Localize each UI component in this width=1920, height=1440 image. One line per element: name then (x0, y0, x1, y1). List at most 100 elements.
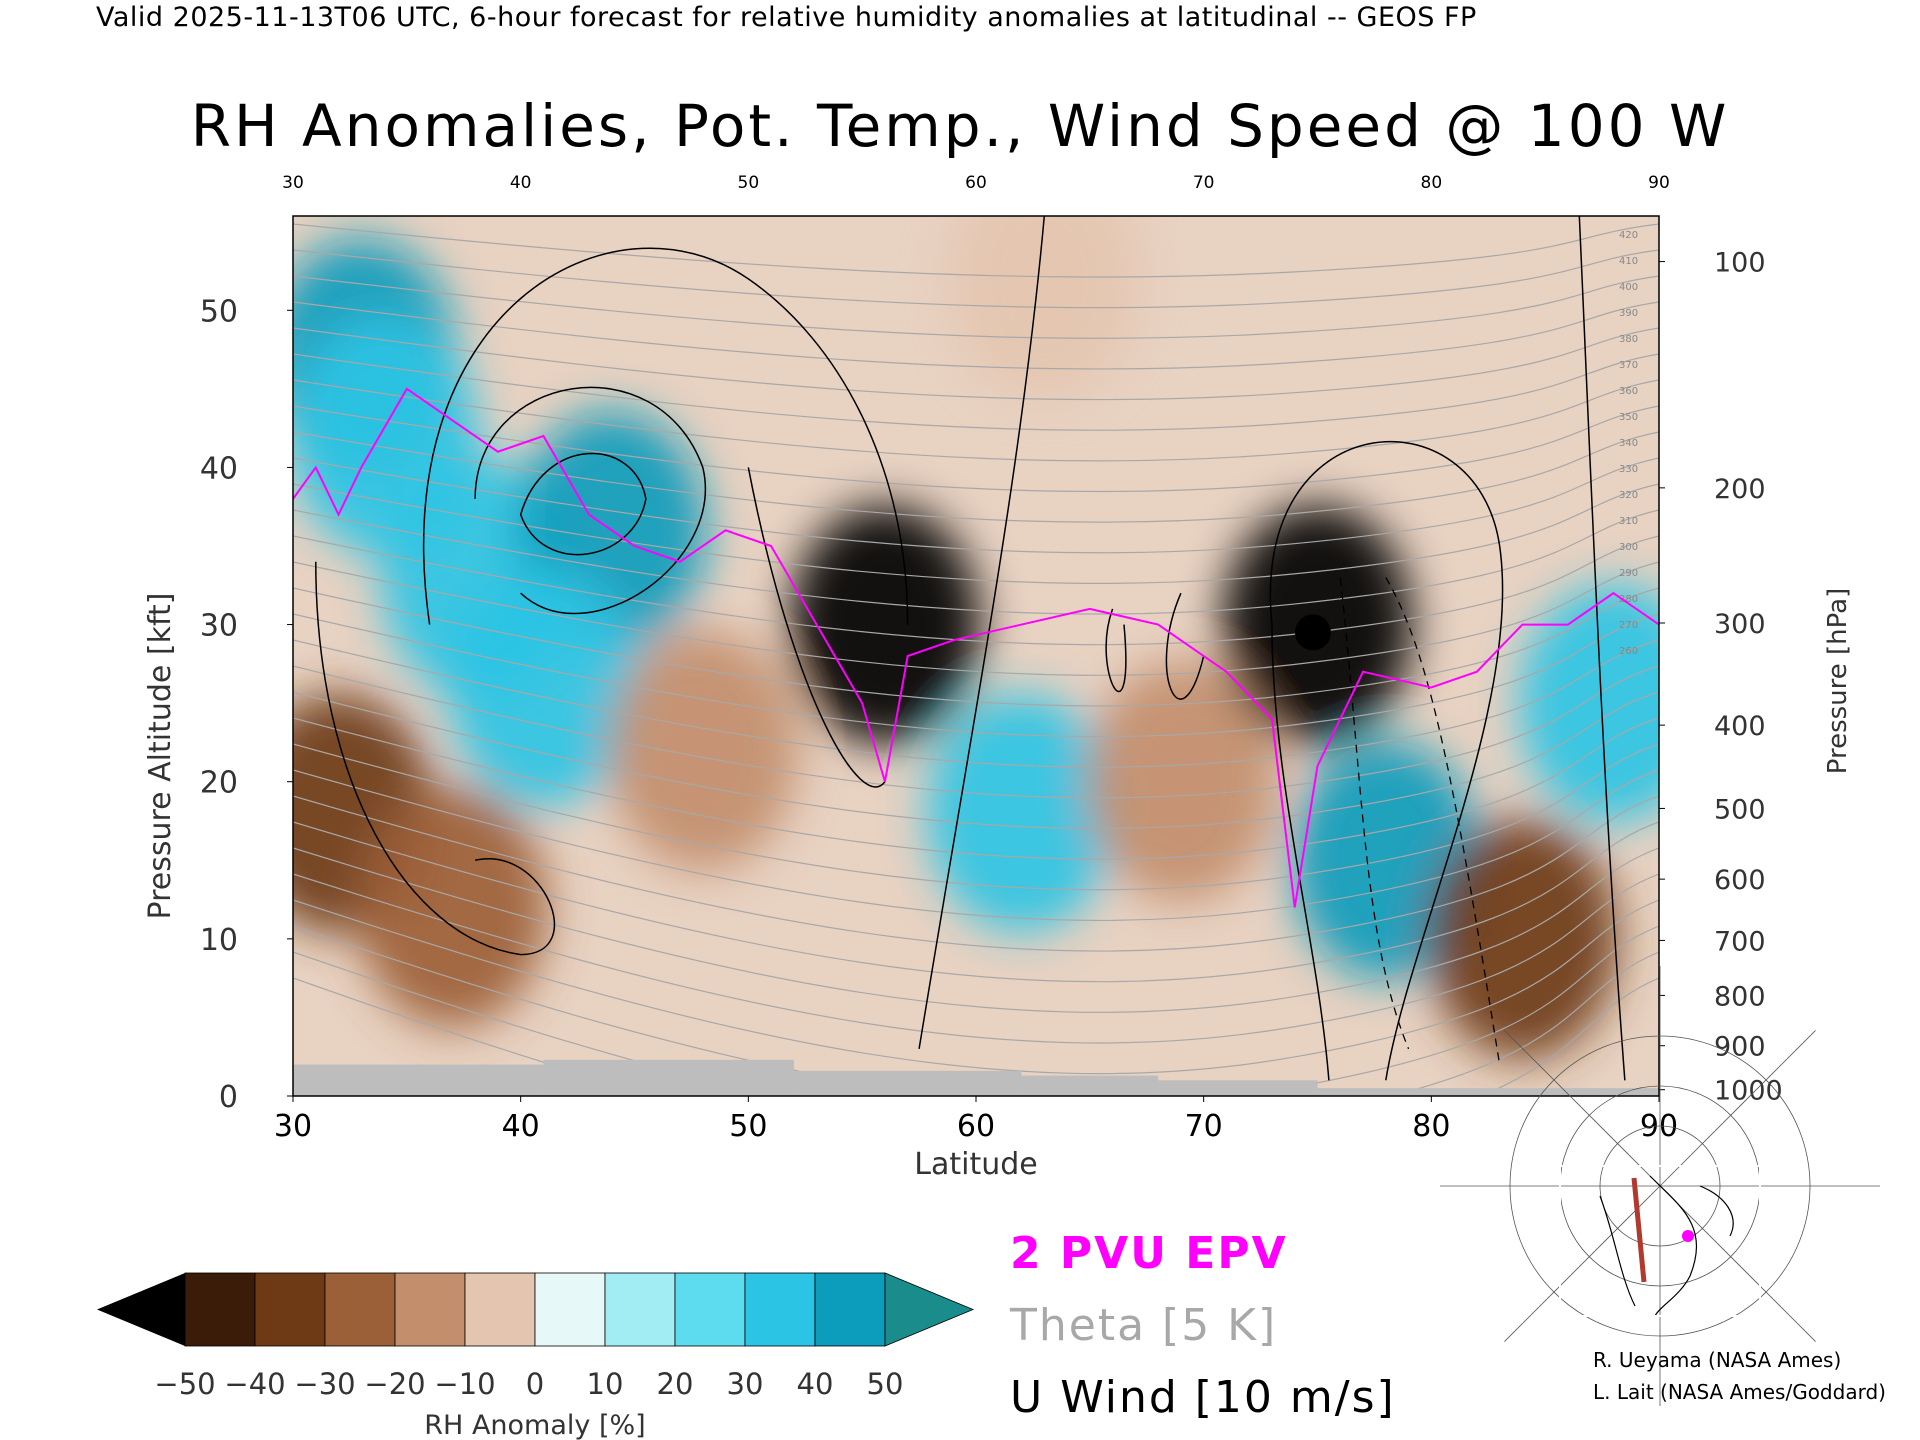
terrain-mask (293, 1059, 1659, 1096)
y-axis-tick-label: 30 (200, 609, 238, 644)
u-wind-contour-line (1269, 440, 1504, 1081)
pressure-tick-label: 800 (1714, 981, 1766, 1012)
theta-contour-label: 270 (1619, 620, 1638, 631)
colorbar-tick-label: 30 (727, 1367, 764, 1401)
theta-contour-line (293, 535, 1659, 646)
pressure-tick-label: 900 (1714, 1032, 1766, 1063)
u-wind-dashed-contour (1339, 577, 1410, 1050)
rh-anomaly-cell (607, 630, 798, 871)
top-axis-tick-label: 30 (282, 173, 304, 193)
u-wind-contour-line (1165, 592, 1205, 700)
top-axis-tick-label: 80 (1421, 173, 1443, 193)
colorbar-tick-label: 0 (526, 1367, 544, 1401)
theta-contour-line (293, 613, 1659, 738)
map-section-line (1631, 1177, 1647, 1283)
colorbar-label: RH Anomaly [%] (424, 1410, 645, 1440)
x-axis-tick-label: 40 (502, 1109, 540, 1144)
chart-title: RH Anomalies, Pot. Temp., Wind Speed @ 1… (190, 92, 1730, 160)
epv-2pvu-line (293, 387, 1659, 908)
u-wind-contour-line (1271, 624, 1330, 1081)
colorbar-over-arrow (884, 1272, 975, 1347)
theta-contour-line (293, 639, 1659, 768)
x-axis-tick-label: 80 (1412, 1109, 1450, 1144)
theta-contour-line (293, 873, 1659, 1044)
theta-contour-label: 420 (1619, 230, 1638, 241)
pressure-tick-label: 500 (1714, 794, 1766, 825)
theta-contour-label: 300 (1619, 542, 1638, 553)
colorbar-segment (464, 1272, 536, 1347)
theta-contour-line (293, 223, 1659, 278)
theta-contour-line (293, 509, 1659, 615)
u-wind-contour-line (1105, 608, 1127, 693)
theta-contour-line (293, 951, 1659, 1096)
theta-contour-line (293, 483, 1659, 584)
theta-contour-line (293, 717, 1659, 860)
locator-map-frame (1559, 1165, 1761, 1317)
theta-contour-label: 350 (1619, 412, 1638, 423)
y-axis-tick-label: 10 (200, 923, 238, 958)
top-axis-tick-label: 50 (738, 173, 760, 193)
rh-anomaly-cell (789, 504, 980, 745)
theta-contour-label: 280 (1619, 594, 1638, 605)
map-meridian (1504, 1185, 1661, 1342)
theta-contour-line (293, 795, 1659, 952)
theta-contour-label: 390 (1619, 308, 1638, 319)
u-wind-contour-line (918, 216, 1046, 1049)
theta-contour-line (293, 769, 1659, 922)
y-axis-tick-label: 20 (200, 766, 238, 801)
theta-contour-label: 360 (1619, 386, 1638, 397)
theta-contour-label: 380 (1619, 334, 1638, 345)
colorbar-segment (184, 1272, 256, 1347)
theta-contour-line (293, 743, 1659, 891)
theta-contour-line (293, 925, 1659, 1096)
colorbar-tick-label: −20 (364, 1367, 425, 1401)
rh-anomaly-cell (1427, 818, 1618, 1059)
theta-contour-line (293, 353, 1659, 431)
colorbar-tick-label: 10 (587, 1367, 624, 1401)
colorbar-tick-label: −40 (224, 1367, 285, 1401)
theta-contour-line (293, 431, 1659, 523)
colorbar-segment (674, 1272, 746, 1347)
pressure-tick-label: 600 (1714, 865, 1766, 896)
colorbar-tick-label: 20 (657, 1367, 694, 1401)
rh-anomaly-cell (448, 567, 639, 808)
valid-time-line: Valid 2025-11-13T06 UTC, 6-hour forecast… (96, 2, 1477, 33)
theta-contour-label: 370 (1619, 360, 1638, 371)
u-wind-contours (315, 216, 1626, 1081)
colorbar-segment (534, 1272, 606, 1347)
map-meridian (1659, 1030, 1816, 1187)
rh-anomaly-cell (1518, 583, 1659, 824)
locator-map-coastlines (1599, 1175, 1734, 1317)
legend-epv: 2 PVU EPV (1010, 1228, 1288, 1279)
theta-contour-label: 290 (1619, 568, 1638, 579)
top-axis-tick-label: 70 (1193, 173, 1215, 193)
theta-contour-line (293, 275, 1659, 339)
terrain-block (1158, 1080, 1318, 1096)
x-axis-tick-label: 60 (957, 1109, 995, 1144)
colorbar-tick-label: −10 (434, 1367, 495, 1401)
x-axis-tick-label: 70 (1185, 1109, 1223, 1144)
colorbar-segment (744, 1272, 816, 1347)
rh-anomaly-cell (926, 693, 1117, 934)
terrain-block (543, 1059, 794, 1096)
y-axis-tick-label: 40 (200, 451, 238, 486)
rh-anomaly-cell (949, 216, 1140, 399)
theta-contour-line (293, 457, 1659, 554)
theta-contour-line (293, 899, 1659, 1075)
rh-anomaly-cell (1085, 661, 1276, 902)
x-axis-tick-label: 30 (274, 1109, 312, 1144)
theta-contour-label: 340 (1619, 438, 1638, 449)
colorbar-segment (814, 1272, 886, 1347)
legend-theta: Theta [5 K] (1010, 1300, 1278, 1351)
legend-u-wind: U Wind [10 m/s] (1010, 1372, 1396, 1423)
top-axis-tick-label: 60 (965, 173, 987, 193)
theta-contour-label: 310 (1619, 516, 1638, 527)
theta-contour-label: 400 (1619, 282, 1638, 293)
terrain-block (1317, 1088, 1659, 1096)
terrain-block (1021, 1075, 1159, 1096)
u-wind-contour-line (1578, 216, 1626, 1081)
theta-contour-line (293, 301, 1659, 370)
y-axis-tick-label: 50 (200, 294, 238, 329)
y-axis-tick-label: 0 (219, 1080, 238, 1115)
